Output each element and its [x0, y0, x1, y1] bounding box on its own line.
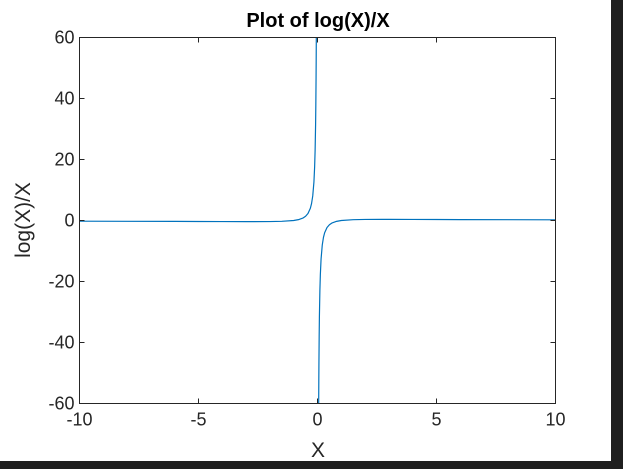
x-tick-label: 0 — [312, 410, 322, 430]
y-tick-label: 40 — [54, 89, 74, 109]
x-axis-label: X — [311, 439, 325, 462]
window-edge-bottom — [0, 461, 623, 469]
x-tick-label: 10 — [545, 410, 565, 430]
window-edge-right — [611, 0, 623, 469]
y-tick-label: -20 — [48, 272, 74, 292]
x-tick-label: -10 — [66, 410, 92, 430]
x-tick-label: 5 — [431, 410, 441, 430]
y-tick-label: -40 — [48, 333, 74, 353]
x-axis-ticks: -10 -5 0 5 10 — [66, 37, 566, 430]
series-layer — [79, 37, 556, 404]
y-axis-label: log(X)/X — [12, 182, 35, 258]
series-line-branch-1 — [79, 37, 317, 223]
chart-title: Plot of log(X)/X — [246, 10, 390, 32]
series-line-branch-2 — [318, 218, 556, 404]
y-tick-label: -60 — [48, 394, 74, 414]
y-tick-label: 20 — [54, 150, 74, 170]
y-tick-label: 0 — [64, 211, 74, 231]
y-axis-ticks: -60 -40 -20 0 20 40 60 — [48, 28, 556, 414]
x-tick-label: -5 — [190, 410, 206, 430]
y-tick-label: 60 — [54, 28, 74, 48]
